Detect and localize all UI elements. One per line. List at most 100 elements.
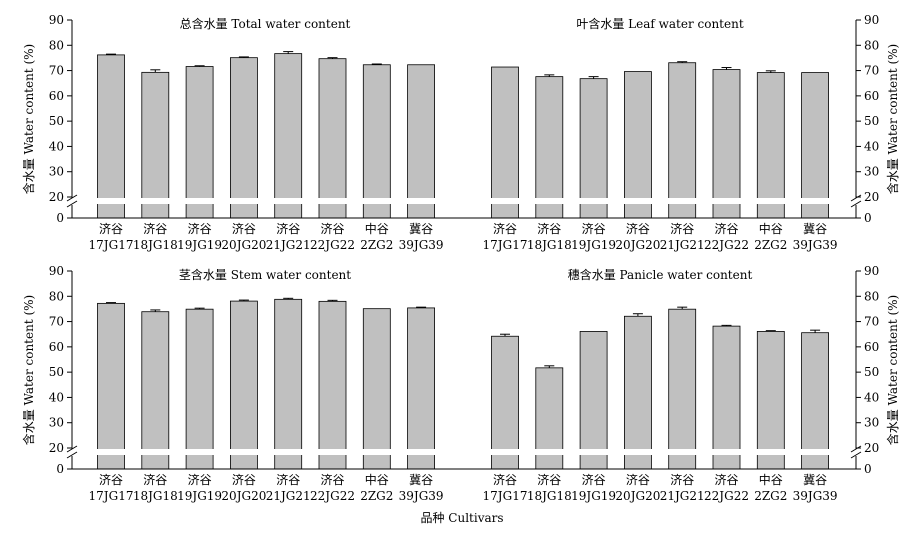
category-label: 济谷 [670, 221, 694, 236]
category-label: 中谷 [759, 472, 783, 487]
y-tick-label: 30 [864, 165, 879, 179]
axis-break-mark [850, 194, 862, 202]
bar [756, 331, 785, 470]
category-code-label: 19JG19 [177, 489, 222, 503]
bar [141, 311, 170, 470]
category-code-label: 18JG18 [527, 238, 572, 252]
y-tick-label: 40 [49, 390, 64, 404]
axis-break-mark [850, 451, 862, 459]
category-label: 济谷 [276, 221, 300, 236]
category-label: 济谷 [493, 221, 517, 236]
y-tick-label: 0 [56, 211, 64, 225]
category-label: 济谷 [232, 221, 256, 236]
y-tick-label: 30 [864, 416, 879, 430]
bar [274, 53, 303, 219]
category-code-label: 2ZG2 [754, 238, 787, 252]
y-tick-label: 40 [49, 139, 64, 153]
category-code-label: 17JG17 [483, 489, 528, 503]
bar [97, 302, 125, 470]
category-code-label: 2ZG2 [754, 489, 787, 503]
axis-break-mark [66, 451, 78, 459]
y-tick-label: 50 [49, 114, 64, 128]
bar [624, 315, 652, 470]
category-code-label: 22JG22 [704, 238, 749, 252]
category-label: 济谷 [143, 472, 167, 487]
category-code-label: 17JG17 [89, 238, 134, 252]
y-tick-label: 50 [864, 114, 879, 128]
y-tick-label: 50 [864, 365, 879, 379]
bar [579, 331, 608, 470]
bar [185, 308, 214, 470]
category-label: 济谷 [670, 472, 694, 487]
chart-title: 叶含水量 Leaf water content [576, 16, 744, 31]
axis-break-mark [66, 194, 78, 202]
category-code-label: 21JG21 [266, 489, 311, 503]
category-label: 济谷 [143, 221, 167, 236]
y-axis-label: 含水量 Water content (%) [885, 44, 900, 194]
category-code-label: 2ZG2 [360, 238, 393, 252]
y-tick-label: 70 [49, 64, 64, 78]
y-tick-label: 0 [56, 462, 64, 476]
y-tick-label: 60 [49, 89, 64, 103]
category-code-label: 21JG21 [266, 238, 311, 252]
category-code-label: 17JG17 [483, 238, 528, 252]
y-tick-label: 50 [49, 365, 64, 379]
y-axis-label: 含水量 Water content (%) [21, 295, 36, 445]
bar [97, 54, 125, 219]
category-code-label: 19JG19 [571, 489, 616, 503]
bar [318, 58, 347, 219]
bar [756, 72, 785, 219]
y-axis-label: 含水量 Water content (%) [885, 295, 900, 445]
category-code-label: 39JG39 [399, 238, 444, 252]
category-label: 济谷 [320, 221, 344, 236]
category-code-label: 18JG18 [133, 489, 178, 503]
bar [229, 300, 258, 470]
y-tick-label: 90 [49, 13, 64, 27]
y-tick-label: 30 [49, 416, 64, 430]
y-tick-label: 90 [49, 264, 64, 278]
category-label: 冀谷 [409, 473, 433, 487]
y-tick-label: 20 [49, 441, 64, 455]
axis-break-mark [66, 200, 78, 208]
category-label: 中谷 [759, 221, 783, 236]
y-tick-label: 40 [864, 139, 879, 153]
y-tick-label: 70 [864, 64, 879, 78]
chart-panel-1: 总含水量 Total water content 济谷 17JG17 济谷 18JG18… [21, 13, 462, 252]
bar [407, 307, 436, 470]
chart-title: 穗含水量 Panicle water content [568, 267, 753, 282]
category-code-label: 19JG19 [571, 238, 616, 252]
category-label: 济谷 [493, 472, 517, 487]
bar [407, 64, 436, 219]
category-label: 济谷 [537, 221, 561, 236]
y-tick-label: 80 [864, 38, 879, 52]
bar [579, 78, 608, 219]
bar [535, 76, 564, 219]
category-code-label: 2ZG2 [360, 489, 393, 503]
category-label: 济谷 [714, 472, 738, 487]
y-tick-label: 60 [864, 89, 879, 103]
category-code-label: 18JG18 [133, 238, 178, 252]
chart-title: 总含水量 Total water content [180, 16, 351, 31]
axis-break-band [463, 198, 855, 204]
axis-break-band [463, 449, 855, 455]
axis-break-mark [66, 445, 78, 453]
category-label: 济谷 [99, 221, 123, 236]
y-tick-label: 70 [49, 315, 64, 329]
category-label: 济谷 [188, 221, 212, 236]
category-label: 济谷 [232, 472, 256, 487]
category-code-label: 22JG22 [704, 489, 749, 503]
bar [712, 325, 741, 470]
y-axis-label: 含水量 Water content (%) [21, 44, 36, 194]
bar [712, 69, 741, 219]
category-label: 济谷 [626, 221, 650, 236]
bar [141, 71, 170, 219]
y-tick-label: 0 [864, 462, 872, 476]
category-label: 济谷 [188, 472, 212, 487]
category-code-label: 20JG20 [221, 489, 266, 503]
y-tick-label: 70 [864, 315, 879, 329]
axis-break-band [73, 449, 461, 455]
axis-break-mark [850, 445, 862, 453]
chart-panel-2: 叶含水量 Leaf water content 济谷 17JG17 济谷 18JG18 济… [462, 13, 900, 252]
category-label: 济谷 [626, 472, 650, 487]
bar [318, 300, 347, 470]
